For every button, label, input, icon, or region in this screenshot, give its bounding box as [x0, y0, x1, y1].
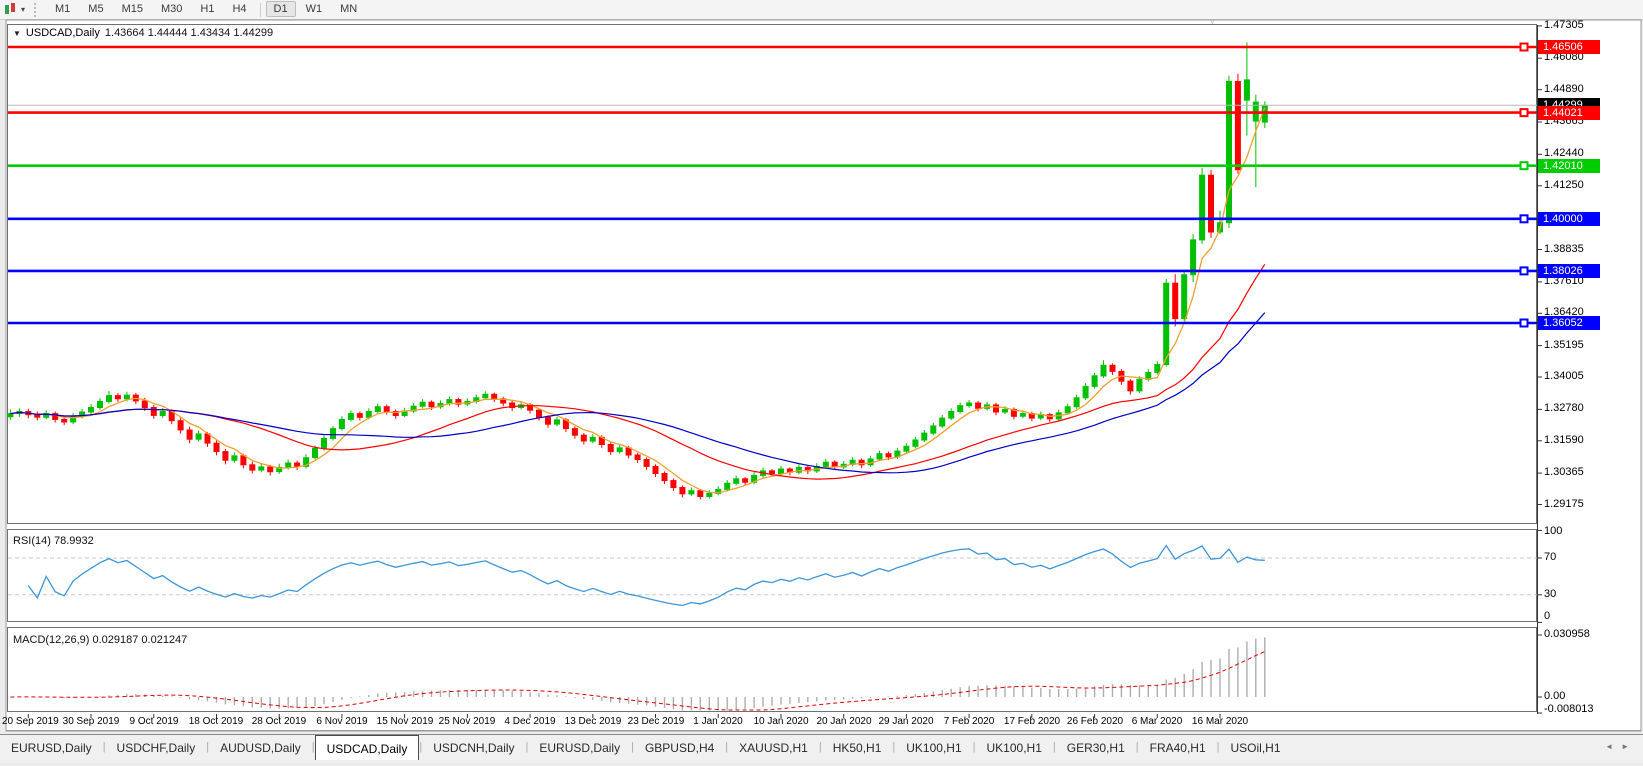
ma-slow-line [10, 312, 1266, 474]
chart-tab-usoil-h1[interactable]: USOil,H1 [1230, 741, 1281, 755]
sr-line-handle[interactable] [1519, 266, 1529, 276]
tab-separator: | [525, 741, 529, 753]
sr-line-handle[interactable] [1519, 214, 1529, 224]
timeframe-button-M5[interactable]: M5 [88, 3, 104, 16]
timeframe-button-D1[interactable]: D1 [265, 1, 296, 18]
tab-separator: | [631, 741, 634, 753]
chart-tab-ger30-h1[interactable]: GER30,H1 [1066, 741, 1125, 755]
timeframe-button-M1[interactable]: M1 [55, 3, 71, 16]
chart-tab-uk100-h1[interactable]: UK100,H1 [906, 741, 962, 755]
tab-separator: | [892, 741, 896, 753]
chart-tab-xauusd-h1[interactable]: XAUUSD,H1 [739, 741, 808, 755]
tab-separator: | [311, 741, 315, 753]
sr-line-handle[interactable] [1519, 108, 1529, 118]
tab-separator: | [419, 741, 423, 753]
sr-line-1.38026[interactable] [8, 266, 1537, 276]
tab-separator: | [972, 741, 976, 753]
price-axis-ticks [27, 25, 1542, 718]
chart-tab-gbpusd-h4[interactable]: GBPUSD,H4 [644, 741, 715, 755]
chart-tab-audusd-daily[interactable]: AUDUSD,Daily [220, 741, 301, 755]
timeframe-button-M30[interactable]: M30 [160, 3, 183, 16]
tab-separator: | [1052, 741, 1056, 753]
sr-line-handle[interactable] [1519, 42, 1529, 52]
timeframe-toolbar: ▾ M1 M5 M15 M30 H1 H4 D1 W1 MN [0, 0, 1643, 20]
sr-line-handle[interactable] [1519, 318, 1529, 328]
tab-separator: | [1135, 741, 1139, 753]
tab-scroll-right-icon[interactable]: ► [1621, 742, 1637, 751]
sr-line-1.46506[interactable] [8, 42, 1537, 52]
tab-separator: | [725, 741, 729, 753]
panel-frames [6, 24, 1641, 731]
sr-line-1.36052[interactable] [8, 318, 1537, 328]
chart-tab-eurusd-daily[interactable]: EURUSD,Daily [11, 741, 92, 755]
chart-tab-uk100-h1[interactable]: UK100,H1 [986, 741, 1042, 755]
sr-line-1.40000[interactable] [8, 214, 1537, 224]
chart-tab-usdcad-daily[interactable]: USDCAD,Daily [314, 735, 420, 760]
sr-line-handle[interactable] [1519, 161, 1529, 171]
tab-separator: | [102, 741, 106, 753]
timeframe-button-M15[interactable]: M15 [121, 3, 143, 16]
sr-line-1.42010[interactable] [8, 161, 1537, 171]
rsi-panel [8, 544, 1537, 607]
timeframe-button-MN[interactable]: MN [340, 3, 358, 16]
chart-tab-fra40-h1[interactable]: FRA40,H1 [1149, 741, 1206, 755]
chart-tab-eurusd-daily[interactable]: EURUSD,Daily [539, 741, 621, 755]
timeframe-button-H1[interactable]: H1 [200, 3, 215, 16]
timeframe-button-H4[interactable]: H4 [232, 3, 247, 16]
toolbar-grip[interactable] [34, 2, 41, 17]
sr-line-1.44021[interactable] [8, 108, 1537, 118]
chart-tab-bar: EURUSD,Daily | USDCHF,Daily | AUDUSD,Daily | U… [0, 734, 1643, 763]
chart-tool-icon[interactable] [3, 3, 19, 16]
rsi-line [27, 544, 1265, 607]
tab-scroll-arrows: ◄► [1605, 742, 1637, 751]
ma-fast-line [10, 107, 1266, 494]
timeframe-button-group: M1 M5 M15 M30 H1 H4 D1 W1 MN [46, 1, 366, 18]
chart-tab-usdcnh-daily[interactable]: USDCNH,Daily [433, 741, 515, 755]
dropdown-caret-icon[interactable]: ▾ [21, 5, 26, 14]
tab-scroll-left-icon[interactable]: ◄ [1605, 742, 1622, 751]
chart-tab-usdchf-daily[interactable]: USDCHF,Daily [116, 741, 196, 755]
timeframe-button-W1[interactable]: W1 [305, 3, 323, 16]
toolbar-separator [259, 2, 261, 17]
chart-tab-hk50-h1[interactable]: HK50,H1 [832, 741, 882, 755]
tab-separator: | [818, 741, 822, 753]
tab-separator: | [1216, 741, 1220, 753]
tab-separator: | [206, 741, 210, 753]
